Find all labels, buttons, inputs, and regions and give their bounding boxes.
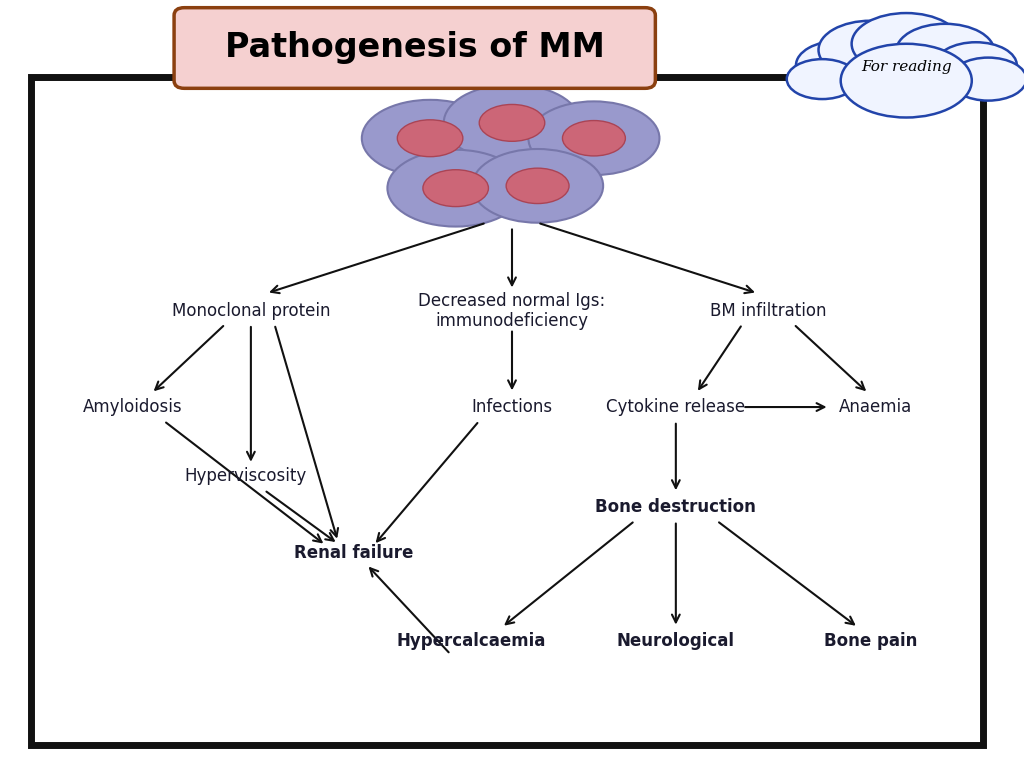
Text: Bone destruction: Bone destruction xyxy=(595,498,757,516)
Ellipse shape xyxy=(387,150,524,227)
Ellipse shape xyxy=(950,58,1024,101)
Text: Cytokine release: Cytokine release xyxy=(606,398,745,416)
Ellipse shape xyxy=(397,120,463,157)
Ellipse shape xyxy=(841,44,972,118)
FancyBboxPatch shape xyxy=(31,77,983,745)
Ellipse shape xyxy=(852,13,961,74)
Ellipse shape xyxy=(818,21,923,79)
Text: Bone pain: Bone pain xyxy=(823,632,918,650)
Text: Renal failure: Renal failure xyxy=(294,544,413,562)
Ellipse shape xyxy=(479,104,545,141)
Text: BM infiltration: BM infiltration xyxy=(710,302,826,320)
Ellipse shape xyxy=(786,59,858,99)
Ellipse shape xyxy=(423,170,488,207)
Text: For reading: For reading xyxy=(861,60,951,74)
Ellipse shape xyxy=(896,24,994,79)
Ellipse shape xyxy=(796,41,884,90)
Ellipse shape xyxy=(506,168,569,204)
Text: Decreased normal Igs:
immunodeficiency: Decreased normal Igs: immunodeficiency xyxy=(419,292,605,330)
Text: Monoclonal protein: Monoclonal protein xyxy=(172,302,330,320)
Text: Neurological: Neurological xyxy=(616,632,735,650)
Text: Amyloidosis: Amyloidosis xyxy=(83,398,183,416)
Text: Hypercalcaemia: Hypercalcaemia xyxy=(396,632,546,650)
Ellipse shape xyxy=(472,149,603,223)
Ellipse shape xyxy=(443,84,581,161)
FancyBboxPatch shape xyxy=(174,8,655,88)
Ellipse shape xyxy=(562,121,626,156)
Text: Hyperviscosity: Hyperviscosity xyxy=(184,467,307,485)
Ellipse shape xyxy=(361,100,499,177)
Text: Anaemia: Anaemia xyxy=(839,398,912,416)
Text: Pathogenesis of MM: Pathogenesis of MM xyxy=(225,31,604,64)
Ellipse shape xyxy=(528,101,659,175)
Text: Infections: Infections xyxy=(471,398,553,416)
Ellipse shape xyxy=(935,42,1017,88)
